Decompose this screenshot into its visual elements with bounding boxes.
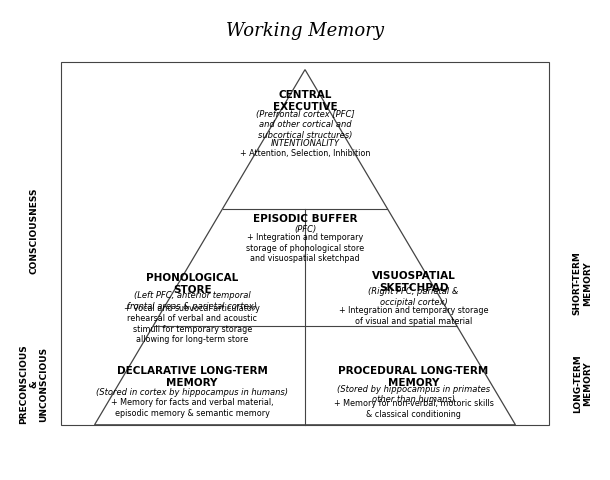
Text: SHORT-TERM
MEMORY: SHORT-TERM MEMORY [573, 251, 592, 315]
Text: PHONOLOGICAL
STORE: PHONOLOGICAL STORE [146, 274, 239, 295]
Text: CONSCIOUSNESS: CONSCIOUSNESS [29, 187, 38, 274]
Bar [61, 62, 549, 425]
Text: PROCEDURAL LONG-TERM
MEMORY: PROCEDURAL LONG-TERM MEMORY [339, 367, 489, 388]
Text: (Left PFC, anterior temporal
frontal areas & parietal cortex): (Left PFC, anterior temporal frontal are… [127, 291, 257, 311]
Text: + Integration and temporary
storage of phonological store
and visuospatial sketc: + Integration and temporary storage of p… [246, 233, 364, 263]
Text: CENTRAL
EXECUTIVE: CENTRAL EXECUTIVE [273, 90, 337, 111]
Text: (Right PFC, parietal &
occipital cortex): (Right PFC, parietal & occipital cortex) [368, 288, 459, 307]
Text: VISUOSPATIAL
SKETCHPAD: VISUOSPATIAL SKETCHPAD [371, 271, 456, 293]
Text: PRECONSCIOUS
&
UNCONSCIOUS: PRECONSCIOUS & UNCONSCIOUS [19, 344, 48, 424]
Text: (Prefrontal cortex [PFC]
and other cortical and
subcortical structures): (Prefrontal cortex [PFC] and other corti… [256, 110, 354, 140]
Text: (PFC): (PFC) [294, 225, 316, 234]
Text: DECLARATIVE LONG-TERM
MEMORY: DECLARATIVE LONG-TERM MEMORY [117, 367, 268, 388]
Text: + Memory for non-verbal, motoric skills
& classical conditioning: + Memory for non-verbal, motoric skills … [334, 399, 493, 419]
Text: LONG-TERM
MEMORY: LONG-TERM MEMORY [573, 355, 592, 413]
Text: (Stored by hippocampus in primates
other than humans): (Stored by hippocampus in primates other… [337, 385, 490, 404]
Text: INTENTIONALITY: INTENTIONALITY [270, 140, 340, 148]
Text: + Attention, Selection, Inhibition: + Attention, Selection, Inhibition [240, 149, 370, 158]
Text: + Integration and temporary storage
of visual and spatial material: + Integration and temporary storage of v… [339, 306, 489, 325]
Text: + Vocal and subvocal articulatory
rehearsal of verbal and acoustic
stimuli for t: + Vocal and subvocal articulatory rehear… [124, 304, 260, 344]
Text: EPISODIC BUFFER: EPISODIC BUFFER [253, 215, 357, 224]
Text: (Stored in cortex by hippocampus in humans): (Stored in cortex by hippocampus in huma… [96, 388, 288, 396]
Text: Working Memory: Working Memory [226, 22, 384, 40]
Text: + Memory for facts and verbal material,
episodic memory & semantic memory: + Memory for facts and verbal material, … [111, 398, 273, 418]
